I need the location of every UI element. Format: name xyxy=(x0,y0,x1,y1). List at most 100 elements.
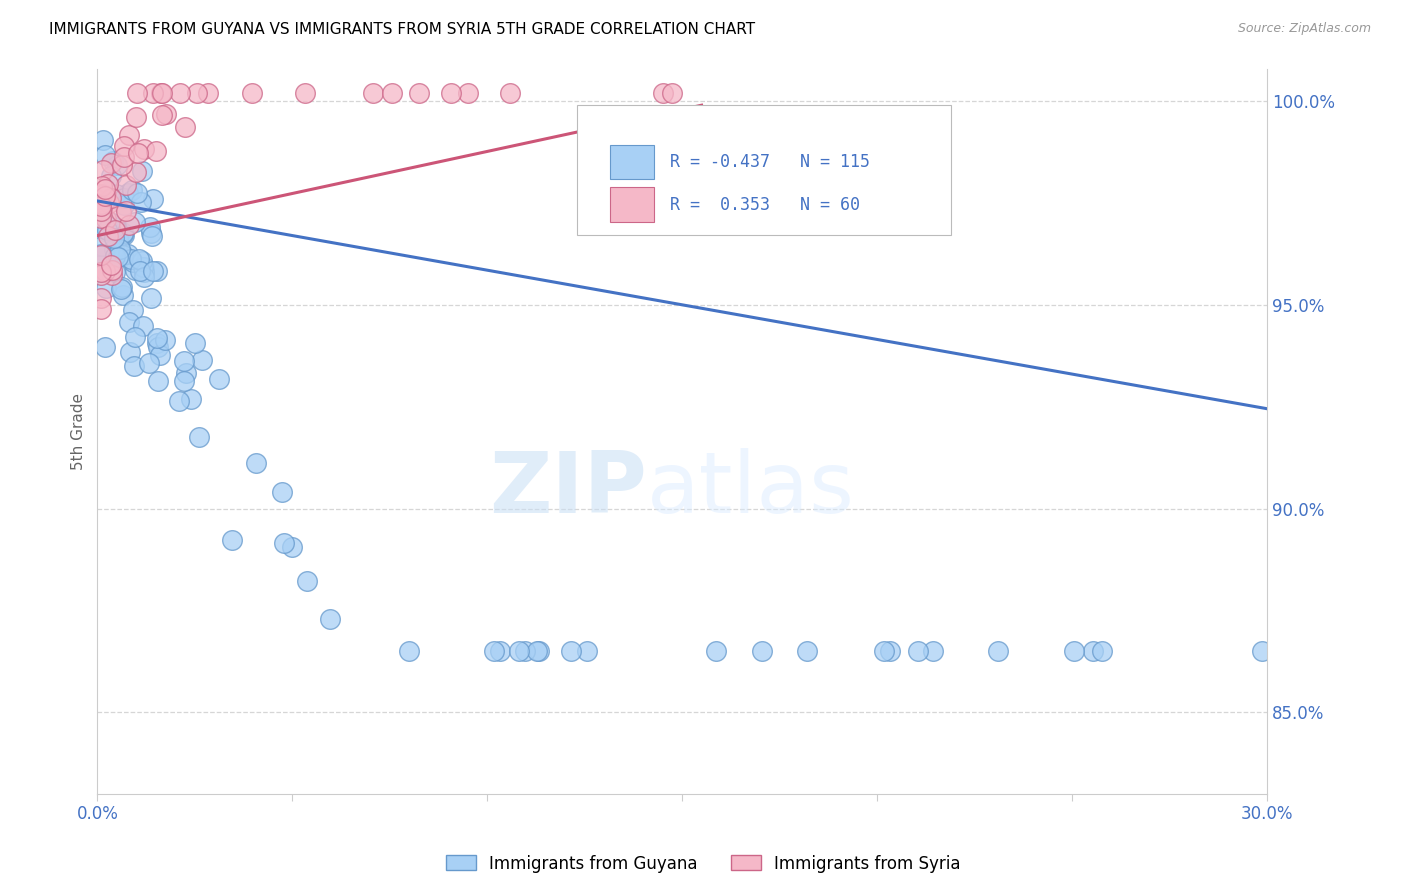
Point xyxy=(90,197,112,211)
Point xyxy=(103,241,125,255)
Point xyxy=(104,186,127,201)
Point xyxy=(180,392,202,407)
Point xyxy=(90,186,112,201)
Point xyxy=(398,644,420,658)
Point xyxy=(90,247,112,261)
Point xyxy=(91,179,114,194)
Point xyxy=(94,264,117,278)
Point xyxy=(104,249,127,263)
Text: IMMIGRANTS FROM GUYANA VS IMMIGRANTS FROM SYRIA 5TH GRADE CORRELATION CHART: IMMIGRANTS FROM GUYANA VS IMMIGRANTS FRO… xyxy=(49,22,755,37)
Point xyxy=(117,247,139,261)
Point xyxy=(499,86,522,100)
Point xyxy=(169,86,191,100)
Point xyxy=(1063,644,1085,658)
Point xyxy=(94,211,117,226)
Point xyxy=(121,255,143,269)
Point xyxy=(110,224,132,238)
Point xyxy=(131,163,153,178)
Point xyxy=(100,215,122,229)
Text: ZIP: ZIP xyxy=(489,448,647,531)
Point xyxy=(94,148,117,162)
Point xyxy=(131,254,153,268)
Point xyxy=(100,258,122,272)
Point xyxy=(128,252,150,266)
Point xyxy=(132,269,155,284)
Point xyxy=(271,484,294,499)
Point xyxy=(142,264,165,278)
Point xyxy=(457,86,479,100)
Point xyxy=(114,178,136,192)
Point xyxy=(97,228,120,243)
Point xyxy=(132,260,155,275)
Point xyxy=(294,86,316,100)
Point xyxy=(120,252,142,266)
Point xyxy=(91,132,114,146)
Point xyxy=(110,158,132,172)
Point xyxy=(111,280,134,294)
Point xyxy=(207,372,229,386)
Point xyxy=(141,229,163,244)
Point xyxy=(132,318,155,333)
FancyBboxPatch shape xyxy=(576,104,950,235)
Point xyxy=(489,644,512,658)
Point xyxy=(148,340,170,354)
Point xyxy=(110,245,132,260)
Point xyxy=(112,228,135,243)
Point xyxy=(91,199,114,213)
Bar xyxy=(610,187,654,222)
Point xyxy=(90,258,112,272)
Point xyxy=(319,612,342,626)
Point xyxy=(440,86,463,100)
Point xyxy=(145,144,167,158)
Point xyxy=(652,86,675,100)
Point xyxy=(1091,644,1114,658)
Point xyxy=(121,303,143,318)
Point xyxy=(112,198,135,212)
Point xyxy=(174,366,197,380)
Point xyxy=(295,574,318,588)
Point xyxy=(221,533,243,548)
Point xyxy=(361,86,384,100)
Point xyxy=(124,263,146,277)
Point xyxy=(112,227,135,241)
Point xyxy=(128,264,150,278)
Point xyxy=(94,182,117,196)
Point xyxy=(110,205,132,219)
Point xyxy=(97,195,120,210)
Point xyxy=(93,220,115,235)
Point xyxy=(706,644,728,658)
Point xyxy=(90,301,112,316)
Point xyxy=(103,230,125,244)
Point xyxy=(146,331,169,345)
Point xyxy=(484,644,506,658)
Point xyxy=(118,345,141,359)
Point xyxy=(125,165,148,179)
Point xyxy=(174,120,197,135)
Point xyxy=(127,86,149,100)
Point xyxy=(527,644,550,658)
Point xyxy=(124,330,146,344)
Point xyxy=(117,186,139,200)
Point xyxy=(186,86,208,100)
Point xyxy=(98,224,121,238)
Point xyxy=(100,191,122,205)
Point xyxy=(107,250,129,264)
Point xyxy=(100,169,122,184)
Text: R = -0.437   N = 115: R = -0.437 N = 115 xyxy=(671,153,870,171)
Point xyxy=(879,644,901,658)
Point xyxy=(167,394,190,409)
Point xyxy=(103,242,125,256)
Point xyxy=(90,211,112,225)
Point xyxy=(907,644,929,658)
Point xyxy=(173,353,195,368)
Point xyxy=(1083,644,1105,658)
Point xyxy=(751,644,773,658)
Point xyxy=(96,223,118,237)
Point xyxy=(408,86,430,100)
Point xyxy=(110,282,132,296)
Point xyxy=(110,242,132,256)
Point xyxy=(134,142,156,156)
Point xyxy=(513,644,536,658)
Point xyxy=(90,188,112,202)
Point xyxy=(104,223,127,237)
